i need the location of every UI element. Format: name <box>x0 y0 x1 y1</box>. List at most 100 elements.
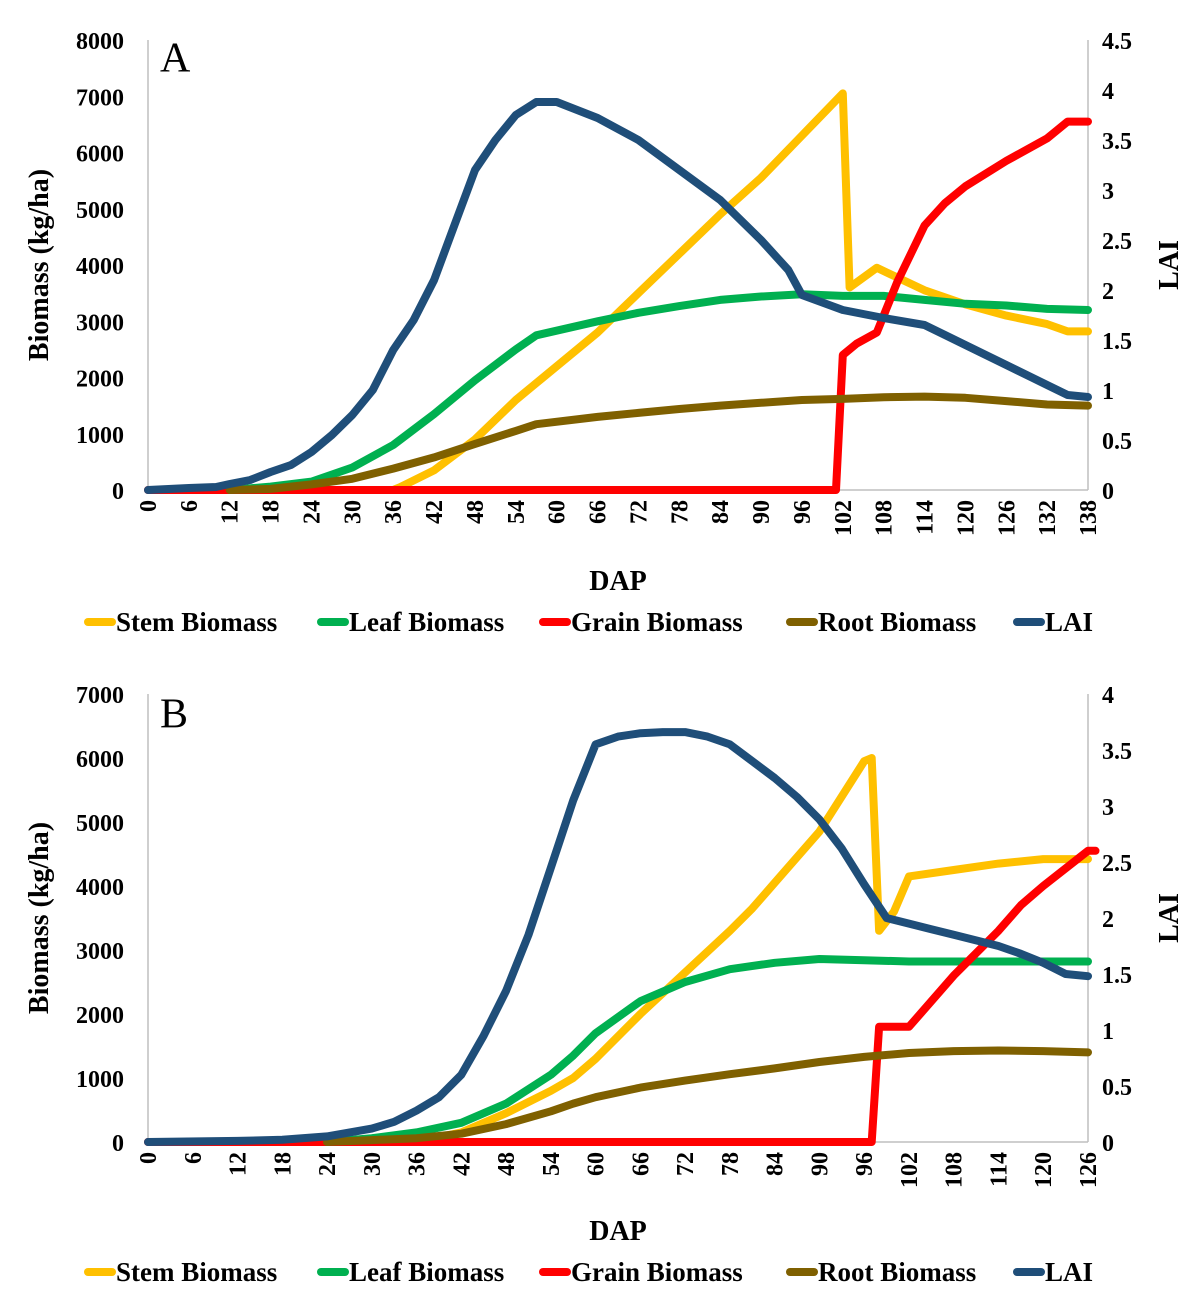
panel-label: A <box>160 36 191 82</box>
x-tick-label: 30 <box>340 500 366 524</box>
legend-label: Grain Biomass <box>571 1257 743 1287</box>
x-tick-label: 102 <box>897 1152 923 1188</box>
x-tick-label: 78 <box>718 1152 744 1176</box>
y2-tick-label: 1.5 <box>1102 963 1132 989</box>
x-tick-label: 60 <box>584 1152 610 1176</box>
x-tick-label: 96 <box>790 500 816 524</box>
legend-label: Stem Biomass <box>116 1257 277 1287</box>
x-tick-label: 42 <box>422 500 448 524</box>
series-line-root-biomass <box>323 1046 1092 1146</box>
y2-tick-label: 2.5 <box>1102 229 1132 255</box>
y-axis-title: Biomass (kg/ha) <box>24 169 55 361</box>
y-tick-label: 8000 <box>76 29 124 55</box>
x-tick-label: 126 <box>1076 1152 1102 1188</box>
y-tick-label: 7000 <box>76 85 124 111</box>
legend-label: Grain Biomass <box>571 607 743 637</box>
x-tick-label: 48 <box>494 1152 520 1176</box>
series-line-lai <box>144 728 1092 1146</box>
x-tick-label: 84 <box>708 500 734 524</box>
y2-tick-label: 4 <box>1102 79 1114 105</box>
x-tick-label: 66 <box>586 500 612 524</box>
x-tick-label: 60 <box>545 500 571 524</box>
x-tick-label: 72 <box>673 1152 699 1176</box>
chart-panel-a: 0 1000 2000 3000 4000 5000 6000 7000 8000 0 0.5 1 1.… <box>24 29 1185 637</box>
y-tick-label: 4000 <box>76 254 124 280</box>
legend-label: LAI <box>1045 1257 1093 1287</box>
series-line-grain-biomass <box>144 846 1100 1146</box>
x-tick-label: 90 <box>807 1152 833 1176</box>
y-tick-label: 1000 <box>76 423 124 449</box>
x-tick-label: 72 <box>626 500 652 524</box>
y-tick-label: 3000 <box>76 310 124 336</box>
x-tick-label: 96 <box>852 1152 878 1176</box>
y-axis-title: Biomass (kg/ha) <box>24 822 55 1014</box>
y-tick-label: 3000 <box>76 939 124 965</box>
y2-axis-title: LAI <box>1154 240 1185 290</box>
y2-tick-label: 1.5 <box>1102 329 1132 355</box>
y-tick-label: 0 <box>112 479 124 505</box>
x-tick-label: 54 <box>539 1152 565 1176</box>
x-tick-label: 138 <box>1076 500 1102 536</box>
y-tick-label: 0 <box>112 1131 124 1157</box>
x-tick-label: 6 <box>177 500 203 512</box>
y2-tick-label: 0.5 <box>1102 429 1132 455</box>
x-tick-label: 84 <box>763 1152 789 1176</box>
x-axis-title: DAP <box>589 566 647 597</box>
y2-tick-label: 2 <box>1102 279 1114 305</box>
y2-tick-label: 4.5 <box>1102 29 1132 55</box>
y2-tick-label: 3 <box>1102 179 1114 205</box>
legend-label: Root Biomass <box>818 1257 976 1287</box>
x-tick-label: 108 <box>942 1152 968 1188</box>
y-tick-label: 5000 <box>76 811 124 837</box>
series-line-leaf-biomass <box>323 955 1092 1146</box>
x-tick-label: 6 <box>181 1152 207 1164</box>
y2-tick-label: 0 <box>1102 479 1114 505</box>
x-tick-label: 24 <box>299 500 325 524</box>
y2-tick-label: 1 <box>1102 1019 1114 1045</box>
y-tick-label: 2000 <box>76 1003 124 1029</box>
legend-label: Stem Biomass <box>116 607 277 637</box>
y-tick-label: 4000 <box>76 875 124 901</box>
series-line-root-biomass <box>225 392 1092 494</box>
y2-tick-label: 4 <box>1102 683 1114 709</box>
x-tick-label: 114 <box>986 1152 1012 1187</box>
x-tick-label: 12 <box>226 1152 252 1176</box>
legend-label: Root Biomass <box>818 607 976 637</box>
x-tick-label: 102 <box>831 500 857 536</box>
x-tick-label: 120 <box>953 500 979 536</box>
series-line-leaf-biomass <box>225 290 1092 494</box>
x-tick-label: 132 <box>1035 500 1061 536</box>
x-tick-label: 66 <box>628 1152 654 1176</box>
legend-label: Leaf Biomass <box>349 1257 504 1287</box>
x-tick-label: 114 <box>913 500 939 535</box>
series-line-stem-biomass <box>389 89 1092 494</box>
y2-tick-label: 3.5 <box>1102 739 1132 765</box>
x-tick-label: 0 <box>136 1152 162 1164</box>
x-tick-label: 18 <box>270 1152 296 1176</box>
y-tick-label: 6000 <box>76 747 124 773</box>
y2-tick-label: 0 <box>1102 1131 1114 1157</box>
x-tick-label: 78 <box>667 500 693 524</box>
x-tick-label: 12 <box>218 500 244 524</box>
y-tick-label: 2000 <box>76 367 124 393</box>
x-tick-label: 48 <box>463 500 489 524</box>
y-tick-label: 1000 <box>76 1067 124 1093</box>
y-tick-label: 5000 <box>76 198 124 224</box>
y2-tick-label: 3.5 <box>1102 129 1132 155</box>
x-tick-label: 36 <box>381 500 407 524</box>
x-tick-label: 30 <box>360 1152 386 1176</box>
y2-tick-label: 0.5 <box>1102 1075 1132 1101</box>
y-tick-label: 7000 <box>76 683 124 709</box>
chart-panel-b: 0 1000 2000 3000 4000 5000 6000 7000 0 0.5 1 1.5 2 2.… <box>24 683 1185 1287</box>
y2-tick-label: 2 <box>1102 907 1114 933</box>
x-tick-label: 90 <box>749 500 775 524</box>
legend-label: LAI <box>1045 607 1093 637</box>
y2-axis-title: LAI <box>1154 893 1185 943</box>
series-line-stem-biomass <box>412 754 1092 1146</box>
x-tick-label: 36 <box>405 1152 431 1176</box>
panel-label: B <box>160 692 188 738</box>
y2-tick-label: 3 <box>1102 795 1114 821</box>
x-axis-title: DAP <box>589 1216 647 1247</box>
x-tick-label: 42 <box>449 1152 475 1176</box>
